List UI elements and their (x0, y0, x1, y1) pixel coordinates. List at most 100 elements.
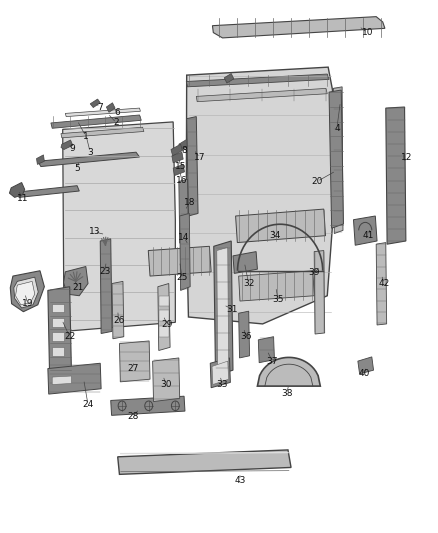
Polygon shape (224, 74, 234, 83)
Polygon shape (159, 310, 169, 321)
Polygon shape (314, 251, 325, 334)
Text: 3: 3 (87, 148, 93, 157)
Polygon shape (64, 266, 88, 296)
Text: 36: 36 (240, 332, 252, 341)
Text: 15: 15 (175, 162, 186, 171)
Polygon shape (333, 87, 343, 233)
Polygon shape (106, 103, 115, 112)
Polygon shape (11, 271, 44, 312)
Polygon shape (118, 450, 291, 474)
Polygon shape (180, 213, 190, 290)
Text: 29: 29 (162, 320, 173, 329)
Text: 27: 27 (127, 364, 138, 373)
Text: 19: 19 (22, 299, 34, 308)
Polygon shape (186, 74, 329, 87)
Text: 11: 11 (17, 194, 28, 203)
Polygon shape (52, 348, 64, 356)
Text: 8: 8 (181, 146, 187, 155)
Polygon shape (258, 358, 320, 386)
Text: 33: 33 (217, 380, 228, 389)
Polygon shape (61, 127, 144, 138)
Polygon shape (17, 185, 79, 197)
Text: 43: 43 (234, 476, 246, 484)
Polygon shape (173, 165, 184, 175)
Polygon shape (36, 155, 44, 165)
Text: 30: 30 (160, 380, 172, 389)
Text: 35: 35 (272, 295, 284, 304)
Text: 4: 4 (334, 124, 340, 133)
Polygon shape (186, 67, 333, 324)
Polygon shape (376, 243, 387, 325)
Polygon shape (48, 287, 71, 375)
Text: 5: 5 (74, 164, 80, 173)
Polygon shape (171, 144, 182, 156)
Polygon shape (52, 304, 64, 312)
Polygon shape (159, 326, 169, 337)
Text: 9: 9 (69, 144, 75, 153)
Text: 23: 23 (99, 268, 110, 276)
Text: 12: 12 (401, 153, 413, 162)
Polygon shape (112, 281, 124, 339)
Text: 38: 38 (281, 389, 293, 398)
Polygon shape (111, 396, 185, 415)
Polygon shape (148, 246, 211, 276)
Polygon shape (329, 90, 343, 228)
Text: 13: 13 (89, 228, 100, 237)
Text: 10: 10 (362, 28, 373, 37)
Text: 40: 40 (358, 369, 370, 378)
Text: 21: 21 (73, 283, 84, 292)
Polygon shape (210, 358, 230, 387)
Polygon shape (65, 108, 141, 117)
Polygon shape (63, 122, 175, 332)
Polygon shape (236, 209, 325, 243)
Polygon shape (358, 357, 374, 374)
Polygon shape (196, 88, 327, 102)
Text: 39: 39 (308, 269, 320, 277)
Text: 14: 14 (178, 233, 190, 242)
Polygon shape (15, 281, 35, 305)
Polygon shape (52, 318, 64, 327)
Text: 31: 31 (226, 304, 238, 313)
Polygon shape (214, 241, 233, 375)
Text: 34: 34 (269, 231, 281, 240)
Text: 22: 22 (64, 332, 75, 341)
Polygon shape (212, 361, 229, 384)
Polygon shape (90, 99, 100, 108)
Polygon shape (258, 337, 275, 363)
Polygon shape (152, 358, 180, 401)
Polygon shape (179, 179, 188, 243)
Polygon shape (233, 252, 258, 273)
Text: 32: 32 (243, 279, 254, 288)
Text: 42: 42 (378, 279, 390, 288)
Text: 1: 1 (83, 132, 89, 141)
Polygon shape (52, 376, 71, 384)
Text: 17: 17 (194, 153, 205, 162)
Text: 26: 26 (113, 316, 124, 325)
Polygon shape (239, 271, 314, 301)
Polygon shape (217, 247, 229, 369)
Polygon shape (172, 152, 183, 163)
Polygon shape (38, 152, 140, 166)
Polygon shape (14, 277, 38, 308)
Text: 18: 18 (184, 198, 195, 207)
Polygon shape (51, 115, 141, 128)
Polygon shape (212, 17, 385, 38)
Text: 28: 28 (127, 412, 138, 421)
Polygon shape (179, 139, 189, 151)
Text: 2: 2 (113, 118, 119, 127)
Text: 16: 16 (176, 176, 187, 185)
Polygon shape (120, 341, 150, 382)
Polygon shape (48, 364, 101, 394)
Text: 24: 24 (82, 400, 94, 409)
Text: 25: 25 (176, 273, 187, 281)
Text: 20: 20 (311, 177, 323, 186)
Text: 6: 6 (115, 108, 120, 117)
Polygon shape (61, 140, 73, 150)
Polygon shape (10, 182, 25, 197)
Polygon shape (52, 333, 64, 341)
Polygon shape (386, 107, 406, 244)
Polygon shape (353, 216, 377, 245)
Text: 41: 41 (363, 231, 374, 240)
Text: 37: 37 (266, 357, 278, 366)
Text: 7: 7 (97, 102, 103, 111)
